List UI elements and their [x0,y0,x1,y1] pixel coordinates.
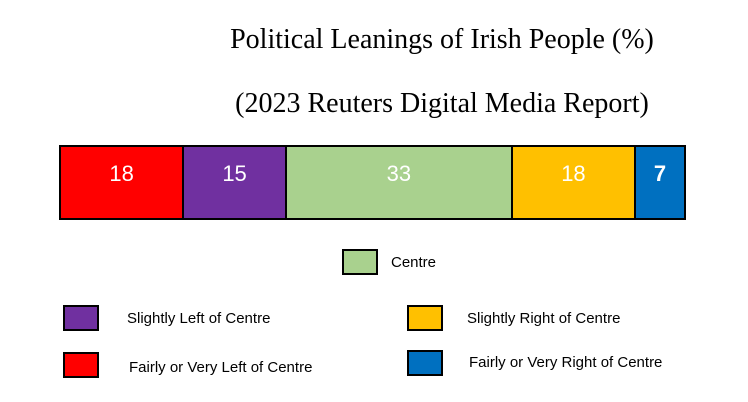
legend-label-fairly-right: Fairly or Very Right of Centre [469,353,663,371]
legend-swatch-fairly-left [63,352,99,378]
legend-label-centre: Centre [391,253,437,271]
data-label-centre: 33 [386,161,412,186]
bar-segment-centre: 33 [286,147,513,218]
legend-item-slightly-left: Slightly Left of Centre [63,305,270,331]
legend-item-centre: Centre [342,249,436,275]
legend-label-slightly-left: Slightly Left of Centre [127,309,271,327]
legend-item-fairly-left: Fairly or Very Left of Centre [63,352,312,378]
legend-swatch-slightly-right [407,305,443,331]
legend-label-fairly-left: Fairly or Very Left of Centre [129,358,313,376]
legend-item-slightly-right: Slightly Right of Centre [407,305,620,331]
bar-segment-slightly-left: 15 [184,147,287,218]
bar-segment-slightly-right: 18 [512,147,637,218]
chart-subtitle: (2023 Reuters Digital Media Report) [235,88,649,119]
legend-label-slightly-right: Slightly Right of Centre [467,309,621,327]
legend-swatch-slightly-left [63,305,99,331]
stacked-bar: 18 15 33 18 7 [59,145,686,220]
legend-swatch-centre [342,249,378,275]
bar-segment-fairly-right: 7 [636,147,684,218]
data-label-fairly-left: 18 [109,161,134,186]
chart-title: Political Leanings of Irish People (%) [230,24,654,55]
data-label-slightly-right: 18 [561,161,586,186]
bar-segment-fairly-left: 18 [61,147,185,218]
data-label-fairly-right: 7 [653,161,667,186]
legend-item-fairly-right: Fairly or Very Right of Centre [407,350,662,376]
data-label-slightly-left: 15 [222,161,247,186]
legend-swatch-fairly-right [407,350,443,376]
